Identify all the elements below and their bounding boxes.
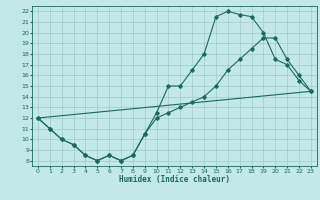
X-axis label: Humidex (Indice chaleur): Humidex (Indice chaleur)	[119, 175, 230, 184]
